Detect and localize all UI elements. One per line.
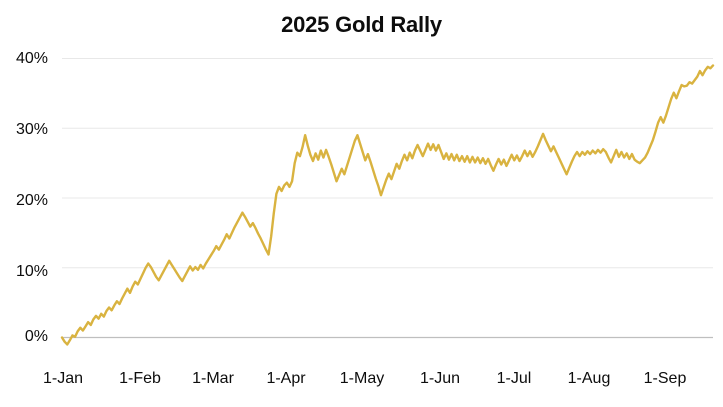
y-axis-tick-1: 30% xyxy=(15,121,48,138)
x-axis-tick-mar: 1-Mar xyxy=(192,370,234,387)
x-axis-tick-sep: 1-Sep xyxy=(643,370,687,387)
series-line-0 xyxy=(60,64,715,346)
x-axis-tick-may: 1-May xyxy=(339,370,385,387)
x-axis-tick-apr: 1-Apr xyxy=(266,370,306,387)
chart-title: 2025 Gold Rally xyxy=(281,12,442,37)
y-axis-tick-4: 0% xyxy=(24,328,48,345)
x-axis-tick-feb: 1-Feb xyxy=(119,370,161,387)
y-axis-tick-3: 10% xyxy=(15,263,48,280)
y-axis-tick-0: 40% xyxy=(15,50,48,67)
x-axis-tick-jul: 1-Jul xyxy=(496,370,532,387)
gridlines-group xyxy=(62,58,713,339)
y-axis-tick-2: 20% xyxy=(15,192,48,209)
x-axis-tick-jun: 1-Jun xyxy=(419,370,461,387)
series-group xyxy=(60,64,715,346)
x-axis-tick-aug: 1-Aug xyxy=(567,370,611,387)
x-axis-tick-jan: 1-Jan xyxy=(42,370,84,387)
